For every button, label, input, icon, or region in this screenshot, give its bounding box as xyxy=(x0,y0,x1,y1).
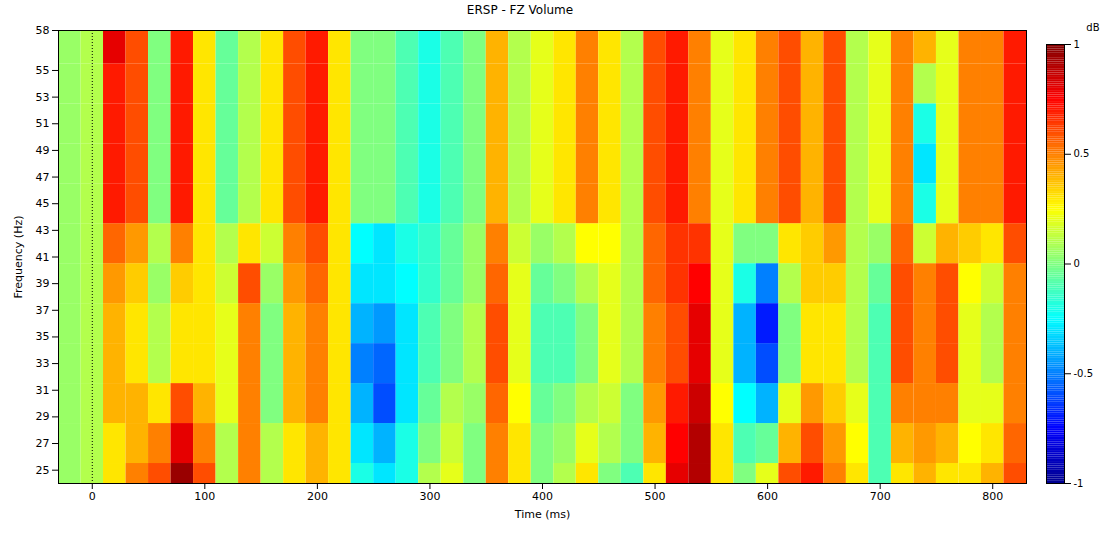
svg-text:200: 200 xyxy=(307,490,328,503)
svg-text:0.5: 0.5 xyxy=(1074,148,1090,159)
svg-text:100: 100 xyxy=(194,490,215,503)
svg-text:53: 53 xyxy=(36,91,50,104)
svg-text:0: 0 xyxy=(1074,258,1080,269)
svg-text:400: 400 xyxy=(532,490,553,503)
svg-text:dB: dB xyxy=(1086,22,1099,33)
svg-text:29: 29 xyxy=(36,410,50,423)
svg-text:Frequency (Hz): Frequency (Hz) xyxy=(12,216,25,299)
svg-text:0: 0 xyxy=(89,490,96,503)
svg-text:300: 300 xyxy=(419,490,440,503)
svg-text:500: 500 xyxy=(645,490,666,503)
svg-text:Time (ms): Time (ms) xyxy=(514,508,570,521)
svg-text:700: 700 xyxy=(870,490,891,503)
svg-text:41: 41 xyxy=(36,251,50,264)
svg-text:49: 49 xyxy=(36,144,50,157)
svg-text:35: 35 xyxy=(36,330,50,343)
svg-text:45: 45 xyxy=(36,197,50,210)
svg-text:-0.5: -0.5 xyxy=(1074,368,1094,379)
html-text:ERSP - FZ Volume: ERSP - FZ Volume xyxy=(466,3,574,17)
svg-text:43: 43 xyxy=(36,224,50,237)
svg-text:27: 27 xyxy=(36,437,50,450)
svg-text:55: 55 xyxy=(36,64,50,77)
svg-text:25: 25 xyxy=(36,464,50,477)
svg-text:800: 800 xyxy=(982,490,1003,503)
svg-text:33: 33 xyxy=(36,357,50,370)
svg-text:47: 47 xyxy=(36,171,50,184)
svg-text:58: 58 xyxy=(36,24,50,37)
svg-text:1: 1 xyxy=(1074,39,1080,50)
svg-text:39: 39 xyxy=(36,277,50,290)
svg-text:31: 31 xyxy=(36,384,50,397)
svg-text:37: 37 xyxy=(36,304,50,317)
svg-text:600: 600 xyxy=(757,490,778,503)
svg-text:51: 51 xyxy=(36,117,50,130)
svg-text:-1: -1 xyxy=(1074,478,1084,489)
